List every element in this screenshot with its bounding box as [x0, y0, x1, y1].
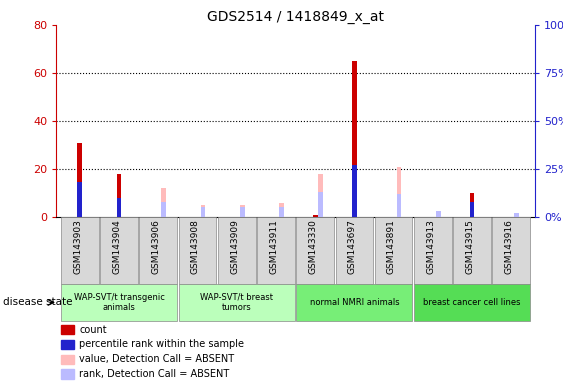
Bar: [61, 340, 74, 349]
Text: GSM143906: GSM143906: [151, 219, 160, 274]
Bar: [352, 61, 357, 217]
Bar: [414, 217, 452, 284]
Title: GDS2514 / 1418849_x_at: GDS2514 / 1418849_x_at: [207, 10, 384, 24]
Bar: [279, 207, 284, 217]
Bar: [240, 207, 244, 217]
Text: rank, Detection Call = ABSENT: rank, Detection Call = ABSENT: [79, 369, 230, 379]
Bar: [453, 217, 491, 284]
Bar: [470, 202, 475, 217]
Bar: [470, 193, 475, 217]
Text: GSM143909: GSM143909: [230, 219, 239, 274]
Bar: [397, 167, 401, 217]
Bar: [162, 188, 166, 217]
Text: GSM143911: GSM143911: [269, 219, 278, 274]
Bar: [318, 192, 323, 217]
Text: percentile rank within the sample: percentile rank within the sample: [79, 339, 244, 349]
Bar: [352, 165, 357, 217]
Bar: [279, 203, 284, 217]
Bar: [200, 207, 205, 217]
Text: GSM143915: GSM143915: [466, 219, 475, 274]
Bar: [100, 217, 138, 284]
Bar: [218, 217, 256, 284]
Bar: [257, 217, 295, 284]
Text: value, Detection Call = ABSENT: value, Detection Call = ABSENT: [79, 354, 234, 364]
Bar: [296, 217, 334, 284]
Bar: [61, 284, 177, 321]
Text: GSM143330: GSM143330: [309, 219, 318, 274]
Bar: [61, 325, 74, 334]
Bar: [140, 217, 177, 284]
Bar: [117, 198, 122, 217]
Bar: [375, 217, 413, 284]
Bar: [296, 284, 413, 321]
Text: GSM143904: GSM143904: [113, 219, 122, 274]
Text: GSM143903: GSM143903: [73, 219, 82, 274]
Bar: [397, 194, 401, 217]
Text: disease state: disease state: [3, 297, 72, 308]
Bar: [178, 217, 216, 284]
Text: GSM143697: GSM143697: [348, 219, 357, 274]
Bar: [515, 213, 519, 217]
Bar: [61, 369, 74, 379]
Bar: [61, 217, 99, 284]
Bar: [336, 217, 373, 284]
Bar: [178, 284, 295, 321]
Bar: [313, 215, 318, 217]
Bar: [318, 174, 323, 217]
Bar: [78, 142, 82, 217]
Bar: [240, 205, 244, 217]
Text: breast cancer cell lines: breast cancer cell lines: [423, 298, 521, 307]
Text: GSM143908: GSM143908: [191, 219, 200, 274]
Text: count: count: [79, 324, 107, 334]
Bar: [200, 205, 205, 217]
Bar: [414, 284, 530, 321]
Text: WAP-SVT/t transgenic
animals: WAP-SVT/t transgenic animals: [74, 293, 164, 312]
Text: GSM143891: GSM143891: [387, 219, 396, 274]
Text: GSM143913: GSM143913: [426, 219, 435, 274]
Bar: [117, 174, 122, 217]
Text: GSM143916: GSM143916: [504, 219, 513, 274]
Text: WAP-SVT/t breast
tumors: WAP-SVT/t breast tumors: [200, 293, 273, 312]
Text: normal NMRI animals: normal NMRI animals: [310, 298, 399, 307]
Bar: [78, 182, 82, 217]
Bar: [436, 211, 441, 217]
Bar: [61, 354, 74, 364]
Bar: [162, 202, 166, 217]
Bar: [493, 217, 530, 284]
